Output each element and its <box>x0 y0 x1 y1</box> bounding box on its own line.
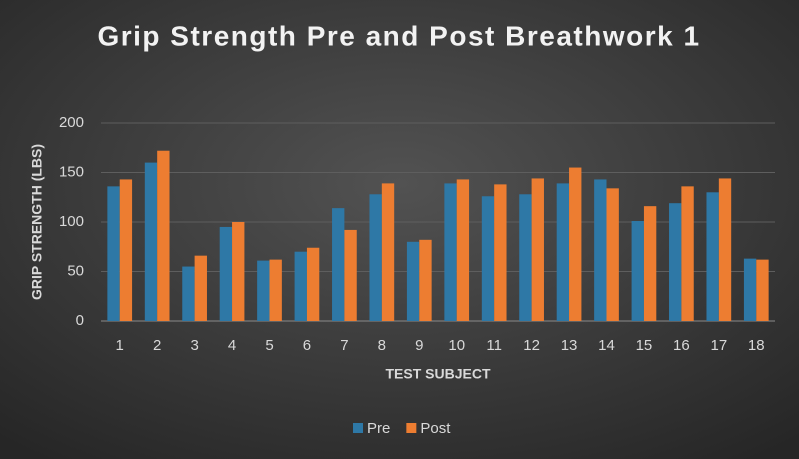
x-tick-label: 9 <box>415 337 423 354</box>
bar <box>531 178 544 321</box>
x-tick-label: 13 <box>561 337 578 354</box>
y-tick-label: 0 <box>76 312 84 329</box>
bar <box>182 266 195 321</box>
bar <box>569 167 582 321</box>
y-tick-label: 50 <box>67 262 84 279</box>
x-tick-label: 15 <box>636 337 653 354</box>
x-tick-label: 8 <box>378 337 386 354</box>
legend-swatch <box>353 423 363 433</box>
x-tick-label: 6 <box>303 337 311 354</box>
bar <box>631 221 644 321</box>
bar <box>107 186 120 321</box>
bar <box>406 241 420 321</box>
bar <box>369 194 382 321</box>
legend-swatch <box>406 423 417 433</box>
bar <box>419 239 432 321</box>
chart-title: Grip Strength Pre and Post Breathwork 1 <box>97 20 700 51</box>
bar <box>519 194 532 321</box>
bar <box>556 183 570 321</box>
bar <box>481 196 495 321</box>
x-tick-label: 11 <box>486 337 502 354</box>
y-tick-label: 200 <box>59 114 84 131</box>
bar <box>444 183 457 321</box>
bar <box>294 251 307 321</box>
bar <box>643 206 657 321</box>
x-tick-label: 7 <box>340 337 348 354</box>
x-tick-label: 1 <box>116 337 124 354</box>
bar <box>344 229 357 321</box>
x-tick-label: 2 <box>153 337 161 354</box>
x-tick-label: 18 <box>748 337 765 354</box>
bar <box>756 259 769 321</box>
bar <box>706 192 719 321</box>
bar <box>381 183 395 321</box>
bar <box>219 226 233 321</box>
bar <box>743 258 757 321</box>
bar <box>269 259 282 321</box>
x-tick-label: 5 <box>265 337 273 354</box>
x-tick-label: 12 <box>523 337 540 354</box>
legend-label: Pre <box>367 420 390 437</box>
x-tick-label: 10 <box>448 337 465 354</box>
bar <box>232 222 245 321</box>
bar <box>144 162 158 321</box>
bar <box>606 188 619 321</box>
bar <box>194 255 207 321</box>
bar <box>681 186 694 321</box>
bar <box>157 150 170 321</box>
bar <box>306 247 320 321</box>
bar <box>456 179 470 321</box>
bar <box>257 260 270 321</box>
bar <box>494 184 507 321</box>
legend-label: Post <box>420 420 451 437</box>
x-tick-label: 16 <box>673 337 690 354</box>
x-tick-label: 14 <box>598 337 615 354</box>
y-axis-label: GRIP STRENGTH (LBS) <box>29 144 45 300</box>
x-axis-label: TEST SUBJECT <box>385 366 490 382</box>
y-tick-label: 150 <box>59 163 84 180</box>
y-tick-label: 100 <box>59 213 84 230</box>
x-tick-label: 4 <box>228 337 236 354</box>
bar <box>669 203 682 321</box>
bar <box>594 179 607 321</box>
x-tick-label: 3 <box>190 337 198 354</box>
x-tick-label: 17 <box>710 337 727 354</box>
bar <box>332 208 345 321</box>
bar <box>119 179 133 321</box>
bar <box>718 178 732 321</box>
